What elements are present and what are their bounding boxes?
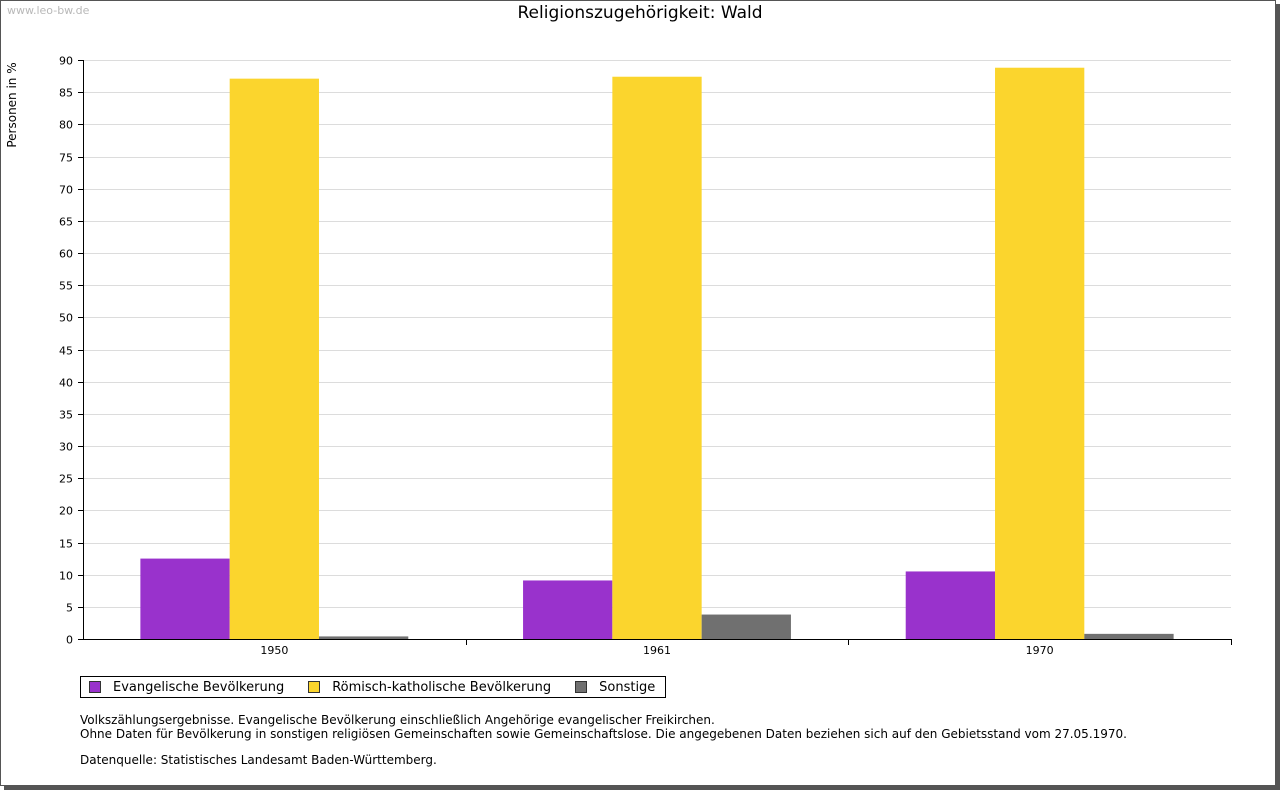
note-line-1: Volkszählungsergebnisse. Evangelische Be… xyxy=(80,713,715,727)
y-tick-label: 40 xyxy=(59,377,73,390)
y-tick-label: 15 xyxy=(59,538,73,551)
legend-label-katholisch: Römisch-katholische Bevölkerung xyxy=(332,679,552,695)
y-tick-label: 60 xyxy=(59,248,73,261)
legend-item-sonstige: Sonstige xyxy=(575,680,655,695)
y-tick-label: 50 xyxy=(59,312,73,325)
bar xyxy=(318,636,409,639)
y-tick-label: 90 xyxy=(59,55,73,68)
note-line-2: Ohne Daten für Bevölkerung in sonstigen … xyxy=(80,727,1127,741)
legend-label-evangelisch: Evangelische Bevölkerung xyxy=(113,679,285,695)
y-tick-label: 30 xyxy=(59,441,73,454)
bar xyxy=(1084,633,1174,639)
y-tick-label: 70 xyxy=(59,184,73,197)
legend-item-evangelisch: Evangelische Bevölkerung xyxy=(89,680,284,695)
y-tick-label: 65 xyxy=(59,216,73,229)
bar xyxy=(140,558,230,639)
bar xyxy=(523,580,613,639)
y-tick-label: 10 xyxy=(59,570,73,583)
legend-label-sonstige: Sonstige xyxy=(599,679,656,695)
data-source: Datenquelle: Statistisches Landesamt Bad… xyxy=(80,753,437,767)
bar xyxy=(701,614,791,639)
y-tick-label: 80 xyxy=(59,119,73,132)
y-tick-label: 0 xyxy=(66,634,73,647)
bar xyxy=(612,76,702,639)
legend-swatch-sonstige xyxy=(575,681,588,693)
legend-swatch-katholisch xyxy=(308,681,321,693)
y-tick-label: 25 xyxy=(59,473,73,486)
y-tick-label: 85 xyxy=(59,87,73,100)
y-tick-label: 35 xyxy=(59,409,73,422)
legend-swatch-evangelisch xyxy=(89,681,101,693)
chart-notes: Volkszählungsergebnisse. Evangelische Be… xyxy=(80,713,1127,767)
watermark: www.leo-bw.de xyxy=(7,4,90,17)
bar xyxy=(995,67,1085,640)
bar xyxy=(905,571,996,639)
x-tick-label: 1970 xyxy=(1026,644,1054,657)
y-tick-label: 20 xyxy=(59,505,73,518)
y-tick-label: 75 xyxy=(59,152,73,165)
bar xyxy=(229,78,319,639)
legend-item-katholisch: Römisch-katholische Bevölkerung xyxy=(308,680,551,695)
y-tick-label: 45 xyxy=(59,345,73,358)
y-tick-label: 55 xyxy=(59,280,73,293)
x-tick-label: 1961 xyxy=(643,644,671,657)
legend: Evangelische Bevölkerung Römisch-katholi… xyxy=(80,676,667,698)
y-tick-label: 5 xyxy=(66,602,73,615)
x-tick-label: 1950 xyxy=(260,644,288,657)
chart-title: Religionszugehörigkeit: Wald xyxy=(517,3,763,23)
